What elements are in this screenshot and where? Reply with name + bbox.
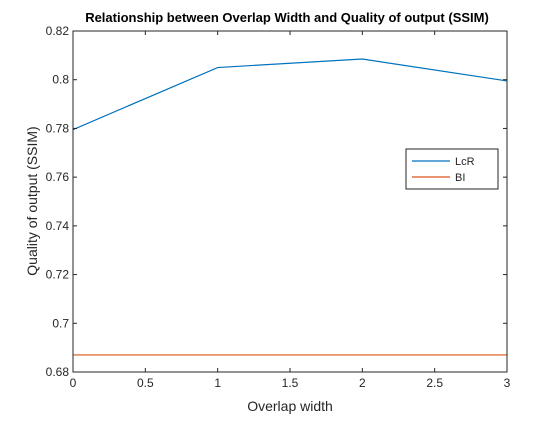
y-axis-label: Quality of output (SSIM) [24, 126, 40, 275]
y-tick-label: 0.78 [46, 121, 70, 135]
legend: LcR BI [405, 148, 499, 190]
x-tick-label: 2 [359, 376, 366, 390]
y-tick-label: 0.68 [46, 365, 70, 379]
y-tick-label: 0.76 [46, 170, 70, 184]
x-axis-label: Overlap width [247, 398, 333, 414]
x-tick-label: 2.5 [426, 376, 443, 390]
y-tick-label: 0.74 [46, 219, 70, 233]
series-line-lcr [72, 58, 508, 131]
legend-label: LcR [455, 156, 475, 168]
x-tick-label: 1.5 [282, 376, 299, 390]
y-tick-label: 0.7 [52, 316, 69, 330]
series-layer [72, 58, 508, 356]
y-tick-label: 0.8 [52, 73, 69, 87]
y-tick-label: 0.72 [46, 268, 70, 282]
x-tick-label: 3 [504, 376, 511, 390]
x-tick-label: 0.5 [137, 376, 154, 390]
x-tick-label: 0 [70, 376, 77, 390]
plot-area [73, 31, 507, 372]
legend-label: BI [455, 172, 465, 184]
chart-title: Relationship between Overlap Width and Q… [85, 10, 489, 25]
ticks-layer: 0 0.5 1 1.5 2 2.5 3 0.68 0.7 0.72 0.74 0.76 0.78 0.8 0… [46, 24, 511, 390]
y-tick-label: 0.82 [46, 24, 70, 38]
x-tick-label: 1 [214, 376, 221, 390]
legend-box [405, 148, 499, 190]
